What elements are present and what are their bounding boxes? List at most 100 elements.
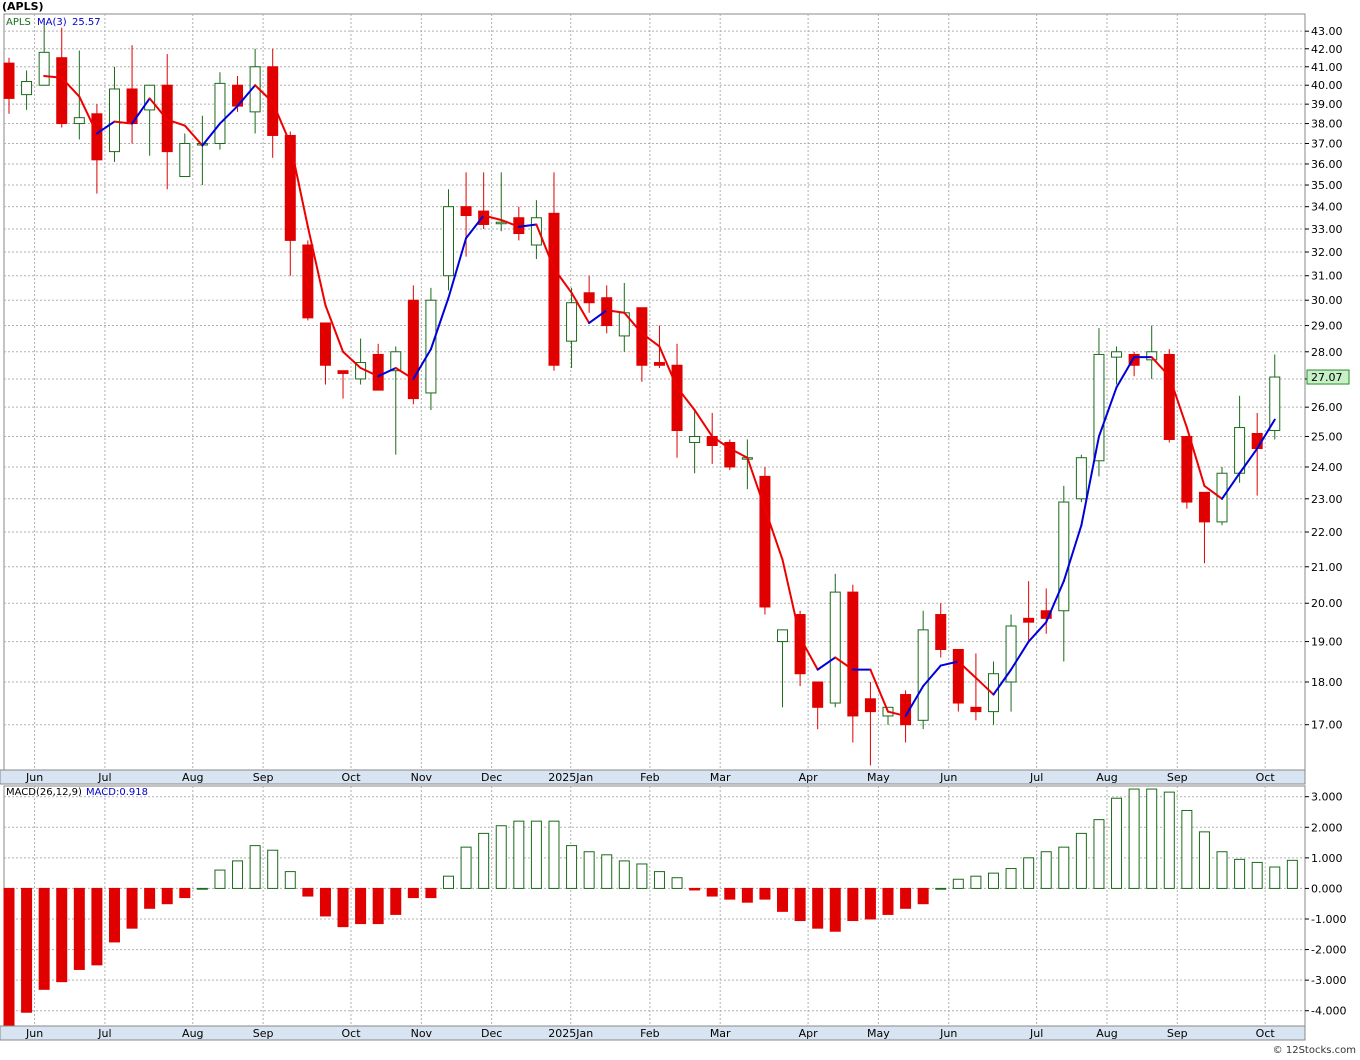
- macd-bar: [618, 860, 630, 889]
- candle-body: [987, 673, 999, 713]
- macd-bar: [583, 851, 595, 889]
- candle-body: [900, 694, 912, 726]
- macd-bar: [38, 887, 50, 990]
- macd-bar: [952, 878, 964, 889]
- macd-y-tick-label: 1.000: [1311, 852, 1343, 865]
- candle-body: [214, 82, 226, 144]
- price-plot-area: [3, 13, 1306, 771]
- ma-segment: [517, 223, 538, 228]
- ma-segment: [271, 101, 292, 145]
- macd-x-tick-label: Jun: [25, 1027, 43, 1040]
- ma-segment: [834, 656, 854, 671]
- macd-x-tick-label: Jul: [1029, 1027, 1043, 1040]
- ma-segment: [763, 507, 784, 561]
- ma-segment: [447, 237, 468, 299]
- ma-segment: [1168, 375, 1188, 429]
- candle-body: [1269, 376, 1281, 432]
- macd-bar: [1216, 851, 1228, 889]
- macd-bar: [1005, 868, 1017, 889]
- ma-segment: [1203, 484, 1224, 500]
- price-x-tick-label: Aug: [1096, 771, 1117, 784]
- price-y-tick-label: 35.00: [1311, 179, 1343, 192]
- price-y-tick-label: 22.00: [1311, 526, 1343, 539]
- macd-bar: [91, 887, 103, 966]
- macd-bar: [935, 887, 947, 890]
- ma-segment: [1097, 386, 1118, 438]
- price-y-tick-label: 37.00: [1311, 137, 1343, 150]
- candle-body: [73, 117, 85, 125]
- macd-bar: [741, 887, 753, 903]
- ma-segment: [658, 345, 679, 389]
- macd-bar: [812, 887, 824, 929]
- price-y-tick-label: 38.00: [1311, 118, 1343, 131]
- macd-x-tick-label: Feb: [640, 1027, 659, 1040]
- price-legend-ma-value: 25.57: [72, 17, 101, 28]
- macd-bar: [407, 887, 419, 899]
- macd-x-tick-label: Sep: [1167, 1027, 1188, 1040]
- ma-segment: [974, 676, 995, 696]
- macd-bar: [847, 887, 859, 922]
- macd-legend-value: MACD:0.918: [86, 787, 148, 798]
- macd-bar: [653, 871, 665, 889]
- ma-segment: [148, 97, 169, 121]
- price-y-tick-label: 31.00: [1311, 270, 1343, 283]
- macd-bar: [1269, 866, 1281, 889]
- candle-body: [935, 614, 947, 650]
- ma-segment: [377, 366, 397, 378]
- price-x-tick-label: Jun: [25, 771, 43, 784]
- ma-segment: [570, 291, 591, 324]
- price-x-tick-label: May: [867, 771, 890, 784]
- macd-bar: [689, 887, 701, 891]
- price-legend-symbol: APLS: [6, 17, 31, 28]
- macd-y-tick-label: 0.000: [1311, 882, 1343, 895]
- macd-bar: [794, 887, 806, 922]
- macd-bar: [232, 860, 244, 889]
- candle-body: [1058, 501, 1070, 612]
- candle-body: [91, 113, 103, 161]
- macd-bar: [513, 820, 525, 889]
- macd-bar: [161, 887, 173, 905]
- ma-segment: [394, 366, 415, 380]
- ma-segment: [113, 120, 134, 125]
- price-x-tick-label: Feb: [640, 771, 659, 784]
- macd-bar: [249, 845, 261, 889]
- ma-segment: [640, 332, 661, 348]
- ma-segment: [711, 435, 731, 450]
- macd-bar: [706, 887, 718, 897]
- price-y-tick-label: 17.00: [1311, 719, 1343, 732]
- candle-body: [337, 370, 349, 374]
- ma-segment: [465, 214, 485, 240]
- price-y-tick-label: 33.00: [1311, 223, 1343, 236]
- candle-body: [3, 62, 15, 99]
- price-y-tick-label: 28.00: [1311, 346, 1343, 359]
- macd-bar: [1234, 858, 1246, 889]
- candle-body: [530, 217, 542, 246]
- candle-body: [108, 88, 120, 153]
- macd-y-tick-label: 2.000: [1311, 821, 1343, 834]
- candle-body: [1181, 435, 1193, 503]
- macd-plot-area: [3, 785, 1306, 1027]
- candle-body: [319, 322, 331, 366]
- candle-body: [566, 302, 578, 342]
- macd-bar: [302, 887, 314, 897]
- last-price-tag: [1306, 369, 1350, 385]
- candle-body: [1075, 457, 1087, 500]
- price-y-tick-label: 23.00: [1311, 493, 1343, 506]
- macd-bar: [566, 845, 578, 889]
- macd-bar: [601, 854, 613, 889]
- macd-bar: [56, 887, 68, 983]
- macd-bar: [267, 849, 279, 889]
- price-x-tick-label: Oct: [342, 771, 362, 784]
- ma-segment: [78, 95, 98, 135]
- candle-body: [812, 681, 824, 708]
- macd-x-tick-label: Jun: [939, 1027, 957, 1040]
- ma-segment: [816, 656, 837, 671]
- price-y-tick-label: 30.00: [1311, 294, 1343, 307]
- ma-segment: [588, 309, 608, 324]
- price-y-tick-label: 25.00: [1311, 430, 1343, 443]
- candle-body: [1163, 353, 1175, 440]
- candle-body: [777, 629, 789, 643]
- macd-bar: [284, 871, 296, 889]
- ma-segment: [359, 366, 380, 378]
- ma-segment: [342, 350, 362, 369]
